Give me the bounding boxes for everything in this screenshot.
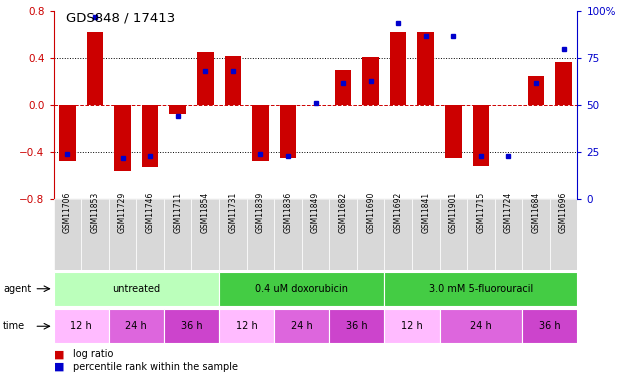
Text: GSM11682: GSM11682 [339,192,348,233]
Bar [390,32,406,105]
Text: GSM11901: GSM11901 [449,192,458,233]
Bar [81,199,109,270]
Bar [467,199,495,270]
Text: GSM11729: GSM11729 [118,192,127,233]
Text: 12 h: 12 h [70,321,92,331]
Text: GSM11706: GSM11706 [63,192,72,233]
Bar [54,272,219,306]
Bar [418,32,434,105]
Bar [522,199,550,270]
Bar [109,309,164,343]
Bar [445,105,462,158]
Bar [302,199,329,270]
Bar [555,62,572,105]
Text: GSM11849: GSM11849 [311,192,320,233]
Bar [528,76,545,105]
Text: percentile rank within the sample: percentile rank within the sample [73,362,237,372]
Text: 24 h: 24 h [470,321,492,331]
Text: 24 h: 24 h [291,321,312,331]
Text: GSM11690: GSM11690 [366,192,375,233]
Bar [142,105,158,167]
Text: 36 h: 36 h [539,321,560,331]
Bar [495,199,522,270]
Bar [280,105,296,158]
Bar [473,105,489,166]
Bar [197,52,213,105]
Bar [109,199,136,270]
Bar [247,199,274,270]
Bar [384,272,577,306]
Text: GSM11853: GSM11853 [90,192,100,233]
Text: GSM11839: GSM11839 [256,192,265,233]
Bar [59,105,76,161]
Bar [384,309,440,343]
Text: GSM11715: GSM11715 [476,192,485,233]
Bar [329,199,357,270]
Bar [219,309,274,343]
Bar [164,309,219,343]
Text: 0.4 uM doxorubicin: 0.4 uM doxorubicin [255,284,348,294]
Bar [252,105,269,161]
Text: GSM11711: GSM11711 [173,192,182,233]
Text: GSM11854: GSM11854 [201,192,209,233]
Bar [412,199,440,270]
Bar [550,199,577,270]
Bar [440,199,467,270]
Text: GDS848 / 17413: GDS848 / 17413 [66,11,175,24]
Text: GSM11724: GSM11724 [504,192,513,233]
Bar [362,57,379,105]
Bar [522,309,577,343]
Text: log ratio: log ratio [73,350,113,359]
Text: GSM11836: GSM11836 [283,192,292,233]
Bar [169,105,186,114]
Text: 3.0 mM 5-fluorouracil: 3.0 mM 5-fluorouracil [428,284,533,294]
Bar [114,105,131,171]
Text: ■: ■ [54,350,64,359]
Text: 36 h: 36 h [346,321,368,331]
Text: 12 h: 12 h [236,321,257,331]
Bar [384,199,412,270]
Text: ■: ■ [54,362,64,372]
Text: 24 h: 24 h [126,321,147,331]
Text: GSM11696: GSM11696 [559,192,568,233]
Text: 12 h: 12 h [401,321,423,331]
Text: 36 h: 36 h [180,321,203,331]
Bar [440,309,522,343]
Bar [274,199,302,270]
Bar [219,272,384,306]
Text: GSM11731: GSM11731 [228,192,237,233]
Bar [86,32,103,105]
Bar [329,309,384,343]
Bar [219,199,247,270]
Text: time: time [3,321,25,331]
Bar [136,199,164,270]
Bar [225,56,241,105]
Bar [54,309,109,343]
Bar [357,199,384,270]
Text: untreated: untreated [112,284,160,294]
Bar [335,70,351,105]
Text: GSM11746: GSM11746 [146,192,155,233]
Bar [274,309,329,343]
Bar [164,199,191,270]
Text: GSM11692: GSM11692 [394,192,403,233]
Text: GSM11841: GSM11841 [422,192,430,233]
Text: GSM11684: GSM11684 [531,192,541,233]
Text: agent: agent [3,284,32,294]
Bar [191,199,219,270]
Bar [54,199,81,270]
